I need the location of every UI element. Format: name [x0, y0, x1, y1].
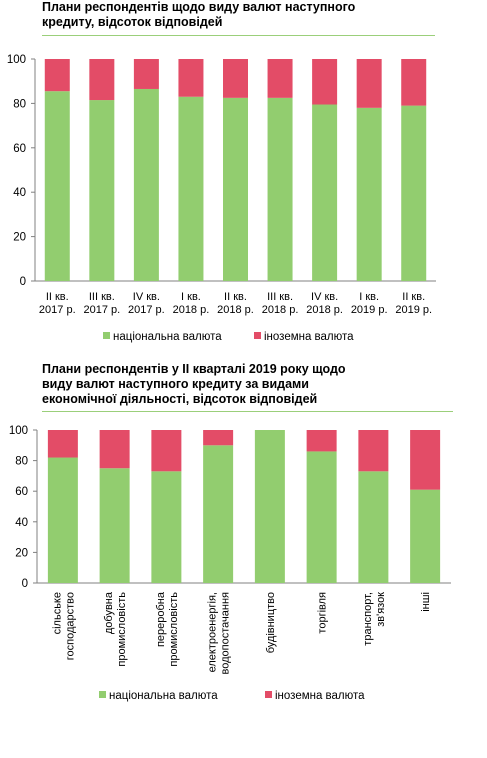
chart1-x-tick-label: IV кв.: [133, 291, 160, 303]
chart2-bar-national: [306, 451, 337, 583]
chart1-x-tick-label: IV кв.: [311, 291, 338, 303]
chart1-y-tick-label: 60: [13, 143, 26, 155]
chart2-x-tick-label-group: електроенергія, водопостачання: [207, 592, 232, 674]
chart1-bar-national: [267, 97, 293, 281]
chart1-x-tick-label: I кв.: [181, 291, 201, 303]
chart1-x-tick-label: 2017 р.: [39, 304, 76, 316]
chart1-title-rule: [42, 35, 435, 36]
chart2-x-tick-label-group: будівництво: [265, 592, 277, 653]
chart1-legend-label: іноземна валюта: [264, 331, 354, 343]
chart1-title: Плани респондентів щодо виду валют насту…: [42, 0, 356, 29]
chart2-y-tick-label: 0: [22, 578, 28, 590]
chart1-x-tick-label: 2017 р.: [83, 304, 120, 316]
chart2-x-tick-label: будівництво: [265, 592, 277, 653]
chart2-x-tick-label-group: добувна промисловість: [103, 591, 128, 666]
chart2-x-tick-label: торгівля: [317, 592, 329, 634]
chart1-x-tick-label: 2019 р.: [351, 304, 388, 316]
chart2-x-tick-label-group: переробна промисловість: [155, 591, 180, 666]
chart1-x-tick-label: 2017 р.: [128, 304, 165, 316]
chart1-y-tick-label: 100: [7, 54, 26, 66]
chart1-bar-foreign: [178, 59, 204, 97]
chart2-bar-foreign: [410, 430, 441, 490]
chart1-x-tick-label: 2018 р.: [217, 304, 254, 316]
chart2-bar-foreign: [358, 430, 389, 472]
chart2-bar-national: [358, 471, 389, 583]
chart2-legend-swatch: [99, 691, 106, 698]
chart1-x-tick-label: II кв.: [402, 291, 425, 303]
chart2-legend-label: національна валюта: [109, 690, 218, 702]
chart1-bar-national: [178, 96, 204, 282]
chart2-title-rule: [42, 411, 453, 412]
chart1-bar-national: [356, 107, 382, 281]
chart1-bar-national: [223, 97, 248, 281]
chart2-legend-label: іноземна валюта: [275, 690, 365, 702]
chart1-x-tick-label: III кв.: [89, 291, 115, 303]
chart1-x-tick-label: III кв.: [267, 291, 293, 303]
chart2-x-tick-label: зв'язок: [375, 592, 387, 627]
chart2-x-tick-label: інші: [420, 592, 432, 612]
chart2-y-tick-label: 60: [15, 486, 28, 498]
chart2-x-tick-label-group: інші: [420, 592, 432, 612]
chart1-bar-foreign: [44, 59, 70, 92]
chart1-x-tick-label: II кв.: [224, 291, 247, 303]
chart1-y-tick-label: 40: [13, 187, 26, 199]
chart1-bar-foreign: [223, 59, 248, 98]
chart2-bar-national: [151, 471, 182, 583]
chart1-bar-foreign: [312, 59, 338, 105]
chart2-bar-national: [47, 457, 78, 583]
chart2-x-tick-label: транспорт,: [362, 592, 374, 646]
chart2-y-tick-label: 20: [15, 547, 28, 559]
chart2-x-tick-label: водопостачання: [220, 592, 232, 674]
chart2-x-tick-label: господарство: [64, 592, 76, 660]
chart1-x-tick-label: I кв.: [359, 291, 379, 303]
chart2-x-tick-label-group: торгівля: [317, 592, 329, 634]
chart1-bar-foreign: [356, 59, 382, 108]
chart2-y-tick-label: 80: [15, 456, 28, 468]
chart1-legend-label: національна валюта: [113, 331, 222, 343]
chart2-bar-foreign: [203, 430, 234, 446]
chart2-x-tick-label-group: транспорт, зв'язок: [362, 592, 387, 646]
chart1-legend-swatch: [254, 332, 261, 339]
chart2-bar-foreign: [306, 430, 337, 452]
chart1-bar-foreign: [267, 59, 293, 98]
chart2-bar-foreign: [47, 430, 78, 458]
chart1-x-tick-label: II кв.: [46, 291, 69, 303]
chart1-bar-foreign: [133, 59, 159, 89]
chart1-bar-foreign: [89, 59, 115, 101]
chart2-bar-national: [203, 445, 234, 583]
chart1-x-tick-label: 2019 р.: [395, 304, 432, 316]
chart2-x-tick-label: переробна: [155, 591, 167, 647]
chart1-bar-national: [133, 88, 159, 281]
chart1-x-tick-label: 2018 р.: [306, 304, 343, 316]
chart2-y-tick-label: 40: [15, 517, 28, 529]
chart2-bar-national: [410, 489, 441, 583]
chart2-legend-swatch: [265, 691, 272, 698]
chart2-x-tick-label: електроенергія,: [207, 592, 219, 672]
chart1-x-tick-label: 2018 р.: [173, 304, 210, 316]
chart1-y-tick-label: 80: [13, 98, 26, 110]
chart2-y-tick-label: 100: [9, 425, 28, 437]
chart2-title: Плани респондентів у ІІ кварталі 2019 ро…: [42, 362, 346, 406]
chart1-bar-foreign: [401, 59, 427, 106]
chart2-x-tick-label: промисловість: [116, 592, 128, 667]
chart1-y-tick-label: 20: [13, 232, 26, 244]
chart2-bar-foreign: [151, 430, 182, 472]
chart1-legend-swatch: [103, 332, 110, 339]
chart1-y-tick-label: 0: [20, 276, 26, 288]
chart2-x-tick-label-group: сільське господарство: [51, 592, 76, 660]
chart2-x-tick-label: промисловість: [168, 592, 180, 667]
chart1-bar-national: [312, 104, 338, 281]
chart2-bar-national: [254, 430, 285, 583]
chart1-bar-national: [89, 100, 115, 281]
chart2-bar-foreign: [99, 430, 130, 469]
chart2-x-tick-label: сільське: [51, 592, 63, 634]
chart1-bar-national: [401, 105, 427, 282]
chart2-x-tick-label: добувна: [103, 591, 115, 634]
chart1-bar-national: [44, 91, 70, 281]
chart1-x-tick-label: 2018 р.: [262, 304, 299, 316]
chart2-bar-national: [99, 468, 130, 583]
